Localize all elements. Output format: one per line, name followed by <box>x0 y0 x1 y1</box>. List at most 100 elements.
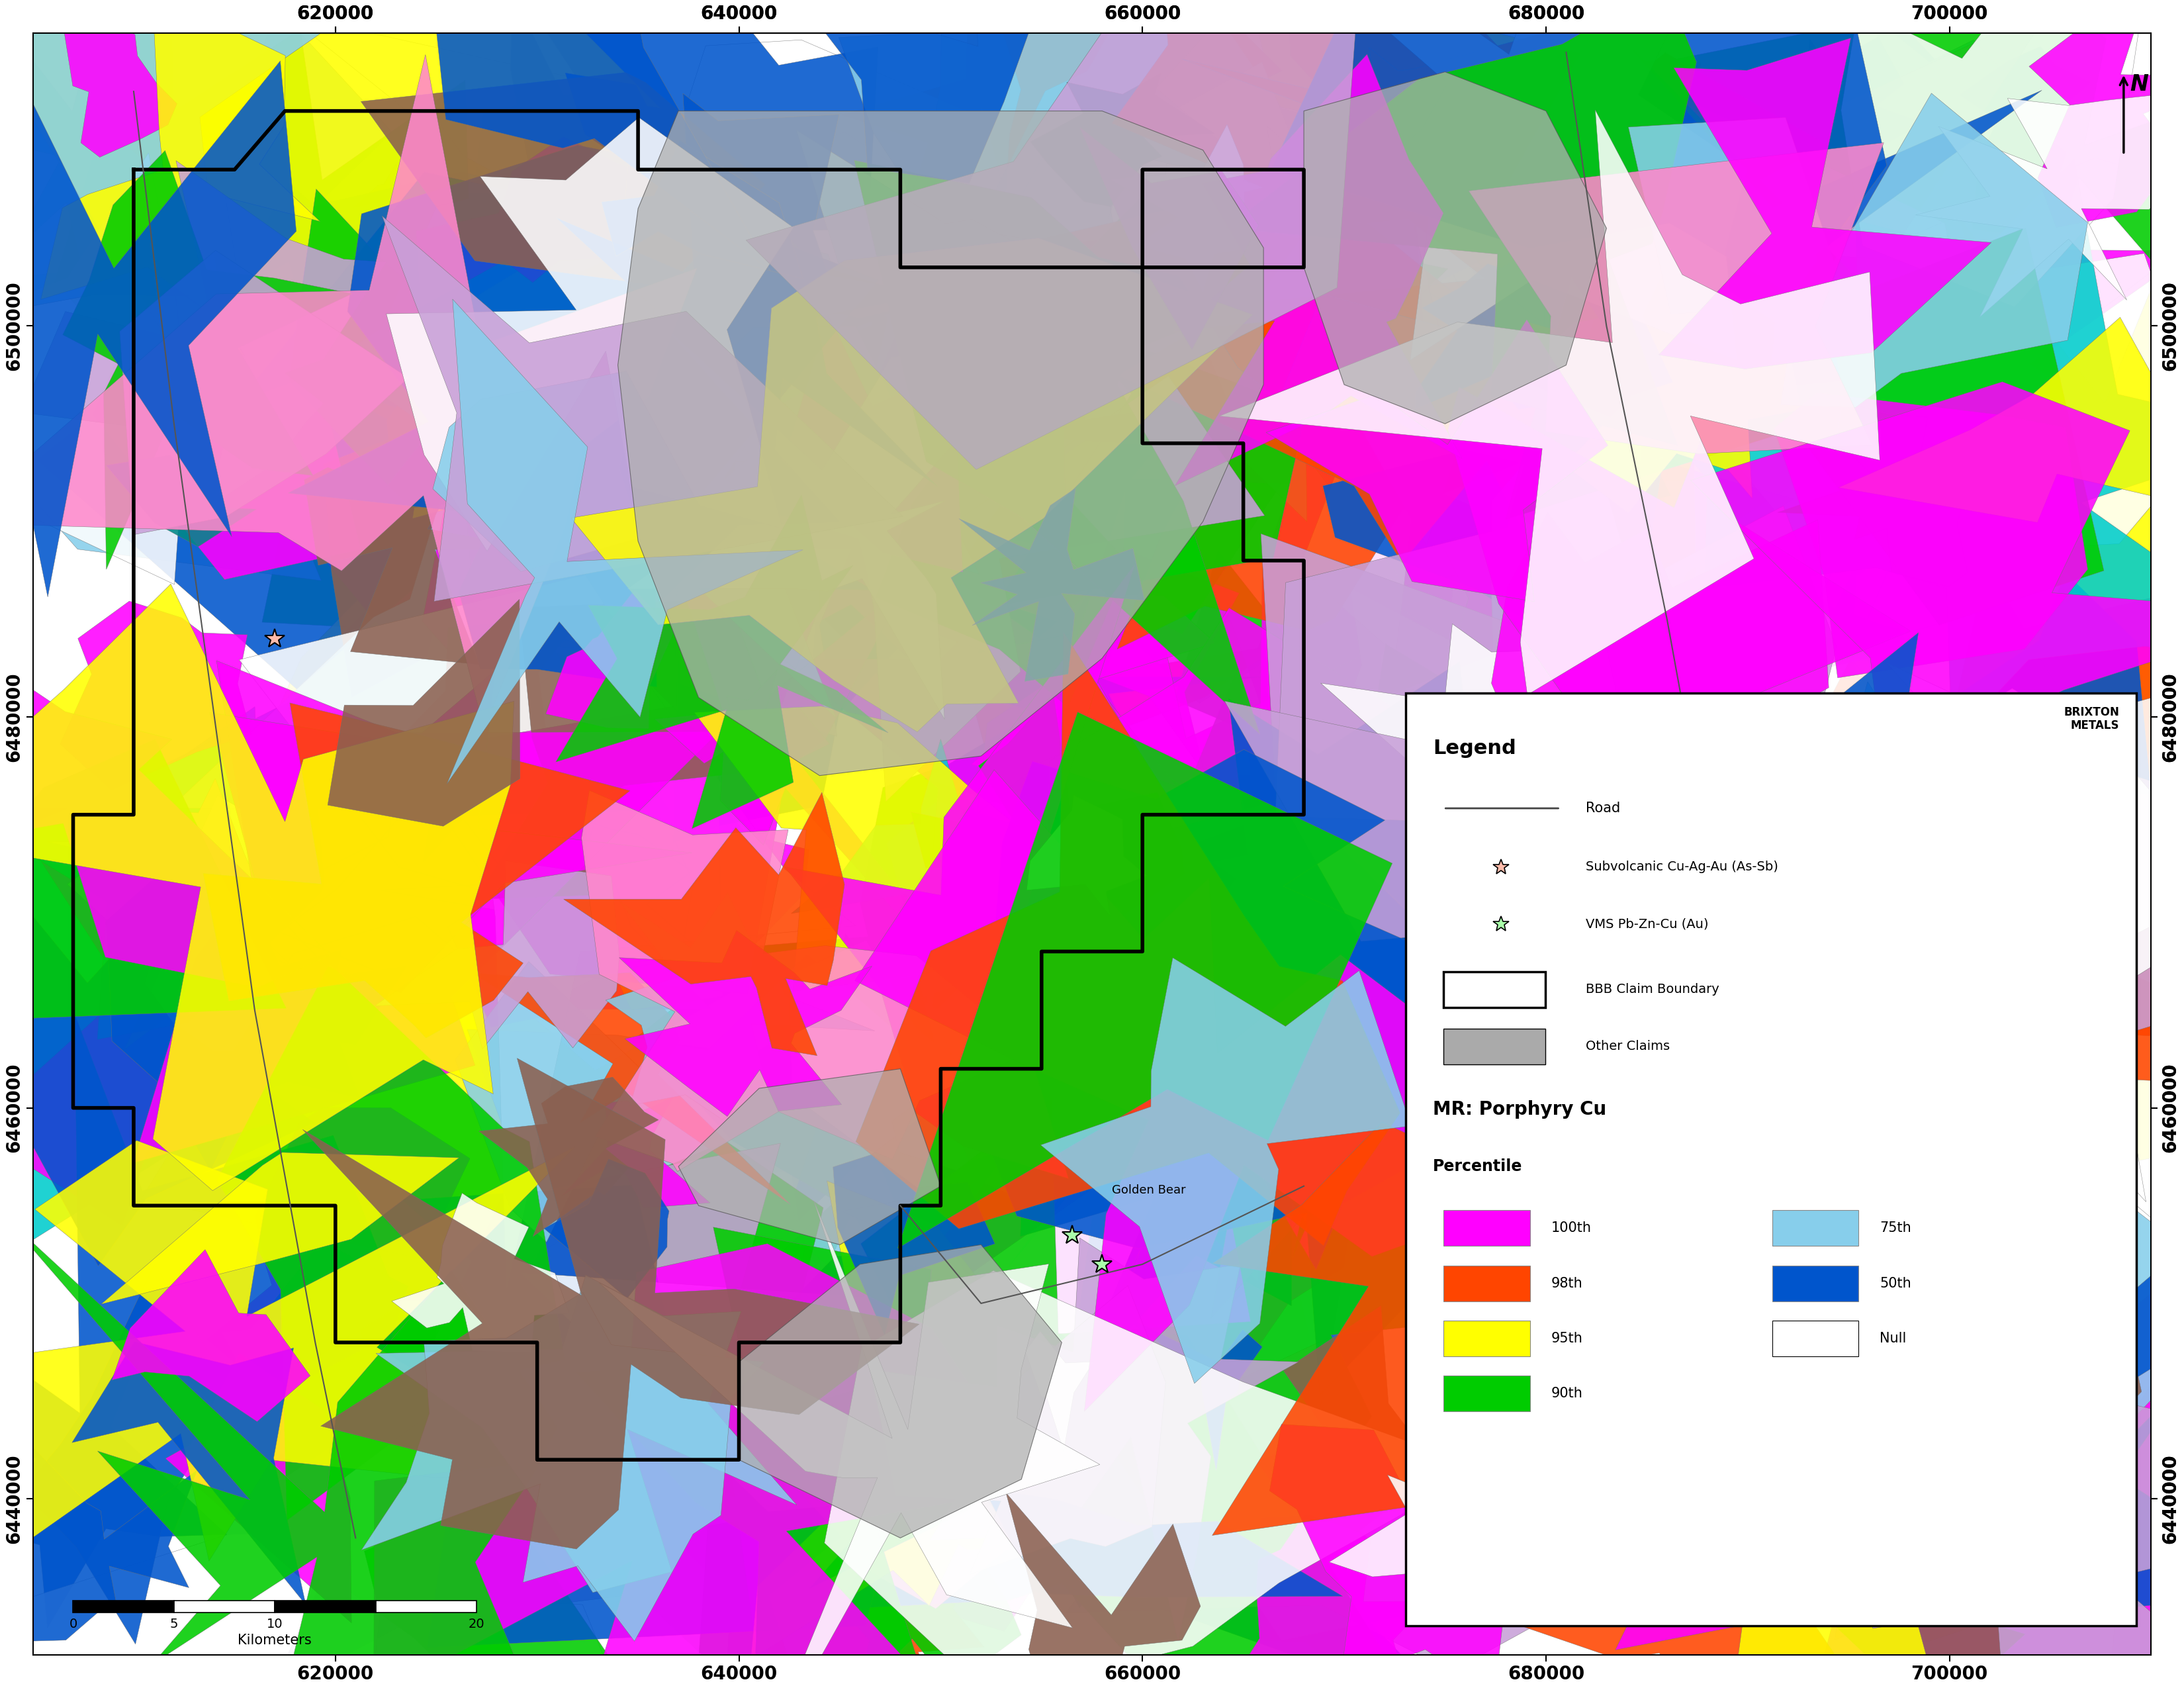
Polygon shape <box>928 147 1243 414</box>
Polygon shape <box>9 1340 542 1688</box>
Polygon shape <box>1109 903 1385 1112</box>
Polygon shape <box>655 670 830 846</box>
Polygon shape <box>1024 1374 1210 1609</box>
Polygon shape <box>784 564 1136 1178</box>
Polygon shape <box>61 601 251 792</box>
Polygon shape <box>1660 695 2031 1041</box>
Text: Road: Road <box>1586 802 1621 815</box>
Polygon shape <box>791 739 1096 1013</box>
Polygon shape <box>673 522 930 842</box>
Polygon shape <box>836 1539 1022 1688</box>
Polygon shape <box>767 1247 1099 1631</box>
Polygon shape <box>1505 49 2103 625</box>
Polygon shape <box>1551 905 1723 1155</box>
Polygon shape <box>1324 331 1697 706</box>
Polygon shape <box>1841 0 2184 307</box>
Polygon shape <box>876 403 1129 707</box>
Polygon shape <box>1765 1425 2025 1688</box>
Polygon shape <box>63 150 352 569</box>
Polygon shape <box>1088 1070 1590 1641</box>
Polygon shape <box>1876 663 2184 1097</box>
Polygon shape <box>1915 572 2151 795</box>
FancyBboxPatch shape <box>1444 1210 1531 1246</box>
Polygon shape <box>906 260 1564 817</box>
Polygon shape <box>1020 797 1527 1394</box>
Polygon shape <box>1570 950 1872 1320</box>
Polygon shape <box>1959 47 2090 238</box>
Polygon shape <box>928 955 1090 1161</box>
Polygon shape <box>751 933 1029 1220</box>
Polygon shape <box>1269 1382 1618 1688</box>
Polygon shape <box>0 584 513 1190</box>
Polygon shape <box>1168 108 1682 655</box>
Polygon shape <box>1289 262 1494 430</box>
FancyBboxPatch shape <box>1444 1028 1546 1065</box>
Text: 75th: 75th <box>1880 1222 1911 1236</box>
Polygon shape <box>225 196 773 648</box>
Polygon shape <box>1011 1251 1151 1485</box>
Polygon shape <box>1913 1276 2143 1469</box>
Polygon shape <box>387 388 500 466</box>
Polygon shape <box>1516 309 1754 442</box>
Polygon shape <box>1299 1285 1380 1379</box>
Polygon shape <box>911 694 1184 964</box>
Polygon shape <box>0 692 323 1040</box>
Polygon shape <box>1324 547 2110 977</box>
Polygon shape <box>0 0 297 598</box>
Polygon shape <box>325 547 526 766</box>
Polygon shape <box>1431 463 1896 775</box>
Polygon shape <box>238 574 856 1293</box>
Polygon shape <box>1140 116 1459 545</box>
Polygon shape <box>170 354 668 817</box>
Polygon shape <box>376 861 620 1048</box>
Polygon shape <box>1363 263 1872 618</box>
Polygon shape <box>1011 262 1417 665</box>
Polygon shape <box>1330 674 1686 1050</box>
Polygon shape <box>478 1077 657 1236</box>
Text: 50th: 50th <box>1880 1276 1911 1290</box>
Polygon shape <box>1310 868 1837 1328</box>
Polygon shape <box>308 174 603 697</box>
Polygon shape <box>22 160 387 506</box>
Polygon shape <box>2029 0 2184 228</box>
Polygon shape <box>869 0 1020 321</box>
Polygon shape <box>382 216 904 601</box>
Polygon shape <box>68 778 293 996</box>
Polygon shape <box>476 601 743 900</box>
Polygon shape <box>323 370 695 619</box>
Polygon shape <box>1225 701 1730 1347</box>
Polygon shape <box>304 1058 919 1550</box>
Polygon shape <box>620 930 871 1116</box>
Polygon shape <box>216 1241 424 1467</box>
Polygon shape <box>1470 143 1885 454</box>
Polygon shape <box>413 157 924 648</box>
Polygon shape <box>1529 7 2051 451</box>
Polygon shape <box>1850 1359 2184 1688</box>
FancyBboxPatch shape <box>1444 1376 1531 1411</box>
Polygon shape <box>762 1497 985 1688</box>
Polygon shape <box>843 1144 1411 1447</box>
Polygon shape <box>926 490 1214 814</box>
Polygon shape <box>723 225 874 351</box>
Polygon shape <box>1760 565 1915 694</box>
Polygon shape <box>841 0 1282 356</box>
Polygon shape <box>4 1217 557 1688</box>
Polygon shape <box>788 940 976 1155</box>
Bar <box>376 1600 476 1612</box>
Polygon shape <box>1500 1440 1813 1607</box>
Polygon shape <box>992 336 1164 518</box>
Polygon shape <box>120 250 408 535</box>
Polygon shape <box>1658 39 1992 370</box>
Polygon shape <box>472 972 791 1205</box>
Polygon shape <box>1249 967 1533 1308</box>
Polygon shape <box>489 329 808 611</box>
Polygon shape <box>566 73 721 209</box>
Polygon shape <box>1282 29 2062 712</box>
Text: Null: Null <box>1880 1332 1907 1345</box>
Polygon shape <box>1649 1350 2027 1688</box>
Polygon shape <box>1079 62 1334 439</box>
Polygon shape <box>1044 608 1710 1318</box>
Polygon shape <box>417 0 771 270</box>
Polygon shape <box>1664 1013 1922 1237</box>
Polygon shape <box>251 89 797 630</box>
